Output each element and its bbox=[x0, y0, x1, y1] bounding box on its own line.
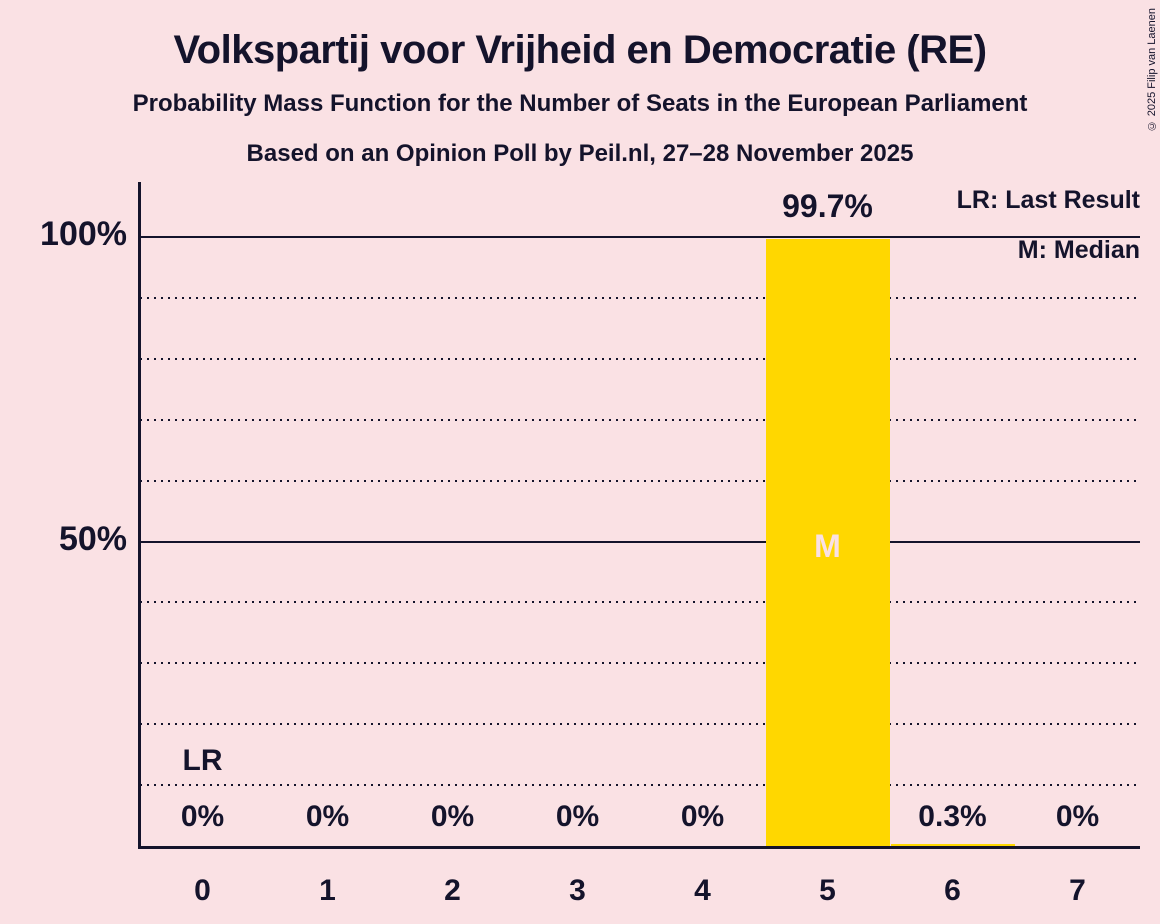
peak-value-label: 99.7% bbox=[782, 188, 873, 224]
bar-seat-6 bbox=[890, 844, 1015, 846]
seat-label-0: 0 bbox=[194, 874, 211, 907]
legend-last-result: LR: Last Result bbox=[956, 186, 1140, 214]
gridline-solid-100pct bbox=[140, 236, 1140, 238]
value-label-seat-7: 0% bbox=[1055, 800, 1100, 833]
seat-label-3: 3 bbox=[569, 874, 586, 907]
gridline-dotted-30pct bbox=[140, 662, 1140, 665]
gridline-dotted-90pct bbox=[140, 296, 1140, 299]
gridline-solid-50pct bbox=[140, 540, 1140, 543]
median-marker: M bbox=[814, 528, 841, 564]
y-axis bbox=[138, 182, 141, 849]
value-label-seat-0: 0% bbox=[180, 800, 225, 833]
chart-title: Volkspartij voor Vrijheid en Democratie … bbox=[173, 28, 987, 72]
seat-label-5: 5 bbox=[819, 874, 836, 907]
gridline-dotted-10pct bbox=[140, 784, 1140, 787]
gridline-dotted-70pct bbox=[140, 418, 1140, 421]
seat-label-4: 4 bbox=[694, 874, 711, 907]
gridline-dotted-20pct bbox=[140, 723, 1140, 726]
value-label-seat-1: 0% bbox=[305, 800, 350, 833]
gridline-dotted-80pct bbox=[140, 357, 1140, 360]
value-label-seat-6: 0.3% bbox=[918, 800, 987, 833]
value-label-seat-3: 0% bbox=[555, 800, 600, 833]
x-axis bbox=[138, 846, 1140, 849]
seat-label-1: 1 bbox=[319, 874, 336, 907]
chart-subtitle: Probability Mass Function for the Number… bbox=[132, 90, 1028, 117]
gridline-dotted-60pct bbox=[140, 479, 1140, 482]
seat-label-6: 6 bbox=[944, 874, 961, 907]
chart-poll-source: Based on an Opinion Poll by Peil.nl, 27–… bbox=[246, 140, 914, 167]
last-result-marker: LR bbox=[182, 744, 223, 777]
value-label-seat-4: 0% bbox=[680, 800, 725, 833]
bar-seat-5 bbox=[765, 238, 890, 846]
legend-median: M: Median bbox=[1017, 236, 1140, 264]
gridline-dotted-40pct bbox=[140, 601, 1140, 604]
y-tick-label-50: 50% bbox=[58, 519, 127, 558]
seat-label-2: 2 bbox=[444, 874, 461, 907]
y-tick-label-100: 100% bbox=[40, 215, 127, 253]
value-label-seat-2: 0% bbox=[430, 800, 475, 833]
seat-label-7: 7 bbox=[1069, 874, 1086, 907]
